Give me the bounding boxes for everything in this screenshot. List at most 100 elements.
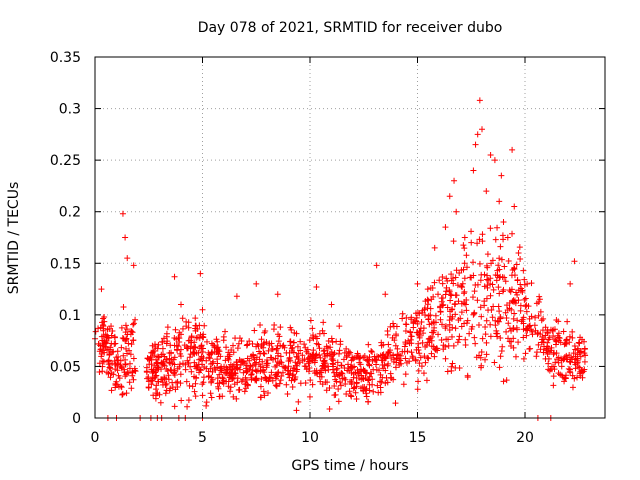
data-point [325,366,332,373]
data-point [269,345,276,352]
data-point [543,346,550,353]
data-point [252,367,259,374]
data-point [443,288,450,295]
data-point [393,332,400,339]
data-point [421,304,428,311]
data-point [478,349,485,356]
outlier-point [571,258,578,265]
data-point [159,351,166,358]
outlier-point [479,126,485,133]
data-point [495,318,502,325]
outlier-point [509,146,516,153]
data-point [558,363,565,370]
outlier-point [414,280,421,287]
data-point [207,365,214,372]
data-point [209,376,216,383]
data-point [460,290,467,297]
data-point [277,324,284,331]
data-point [569,328,576,335]
data-point [492,271,499,278]
data-point [261,350,268,357]
data-point [368,370,375,377]
data-point [323,343,330,350]
data-point [100,315,107,322]
data-point [252,376,259,383]
data-point [107,365,114,372]
data-point [430,319,437,326]
data-point [394,345,401,352]
x-axis-label: GPS time / hours [291,458,408,474]
data-point [537,346,544,353]
data-point [268,340,275,347]
data-point [576,349,583,356]
data-point [503,315,510,322]
data-point [276,333,283,340]
data-point [190,349,197,356]
data-point [279,343,286,350]
data-point [130,320,137,327]
data-point [249,340,256,347]
data-point [185,360,192,367]
data-point [257,367,264,374]
data-point [200,331,207,338]
data-point [145,374,152,381]
data-point [536,296,543,303]
data-point [514,277,521,284]
data-point [193,365,200,372]
data-point [479,231,486,238]
data-point [377,384,384,391]
data-point [431,279,438,286]
data-point [256,356,263,363]
data-point [150,392,157,399]
data-point [507,288,514,295]
data-point [443,336,450,343]
data-point [520,320,527,327]
y-tick-label: 0.2 [59,205,81,221]
data-point [228,366,235,373]
data-point [291,376,298,383]
data-point [487,280,494,287]
data-point [233,395,240,402]
data-point [548,344,555,351]
data-point [309,325,316,332]
data-point [96,360,103,367]
data-point [428,296,435,303]
y-tick-label: 0.15 [50,256,81,272]
data-point [494,333,501,340]
data-point [277,377,284,384]
data-point [199,348,206,355]
data-point [492,236,499,243]
outlier-point [468,239,475,246]
data-point [487,225,494,232]
data-point [392,364,399,371]
data-point [235,340,242,347]
data-point [120,352,127,359]
data-point [186,354,193,361]
data-point [439,321,446,328]
data-point [153,359,160,366]
data-point [196,345,203,352]
data-point [151,352,158,359]
data-point [278,372,285,379]
data-point [493,277,500,284]
data-point [109,328,116,335]
data-point [118,344,125,351]
data-point [149,342,156,349]
data-point [155,341,162,348]
data-point [510,264,517,271]
data-point [422,311,429,318]
data-point [299,357,306,364]
data-point [347,349,354,356]
data-point [520,314,527,321]
data-point [417,327,424,334]
data-point [279,369,286,376]
data-point [417,354,424,361]
data-point [264,357,271,364]
data-point [100,347,107,354]
data-point [96,368,103,375]
outlier-point [515,249,522,256]
data-point [378,379,385,386]
data-point [414,320,421,327]
outlier-point [253,280,260,287]
data-point [415,367,422,374]
